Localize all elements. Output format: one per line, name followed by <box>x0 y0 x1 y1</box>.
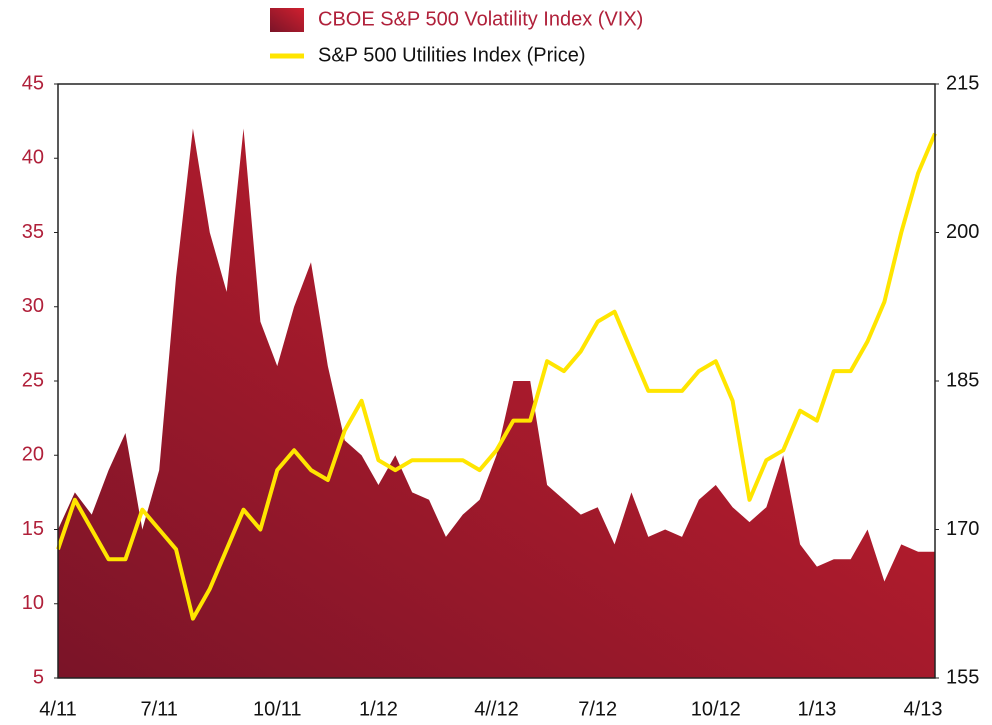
y-tick-label: 20 <box>22 444 44 466</box>
y-tick-label: 10 <box>22 592 44 614</box>
y-tick-label: 5 <box>33 666 44 688</box>
y2-tick-label: 170 <box>946 518 979 540</box>
y2-tick-label: 215 <box>946 72 979 94</box>
y-tick-label: 45 <box>22 72 44 94</box>
x-tick-label: 10/12 <box>691 698 741 720</box>
y2-tick-label: 155 <box>946 666 979 688</box>
y-tick-label: 15 <box>22 518 44 540</box>
x-tick-label: 7/11 <box>140 698 177 720</box>
y2-tick-label: 200 <box>946 221 979 243</box>
x-tick-label: 1/12 <box>359 698 398 720</box>
x-tick-label: 4/13 <box>904 698 943 720</box>
y-tick-label: 30 <box>22 295 44 317</box>
area <box>58 128 935 679</box>
x-tick-label: 4//12 <box>474 698 518 720</box>
x-tick-label: 10/11 <box>253 698 302 720</box>
plot-frame <box>57 83 936 679</box>
x-tick-label: 1/13 <box>797 698 836 720</box>
y2-tick-label: 185 <box>946 369 979 391</box>
y-tick-label: 25 <box>22 369 44 391</box>
y-tick-label: 35 <box>22 221 44 243</box>
legend-label: CBOE S&P 500 Volatility Index (VIX) <box>318 8 643 30</box>
line <box>56 132 937 621</box>
legend-label: S&P 500 Utilities Index (Price) <box>318 44 586 66</box>
x-tick-label: 4/11 <box>39 698 76 720</box>
y-tick-label: 40 <box>22 147 44 169</box>
x-tick-label: 7/12 <box>578 698 617 720</box>
legend-swatch <box>270 8 304 32</box>
